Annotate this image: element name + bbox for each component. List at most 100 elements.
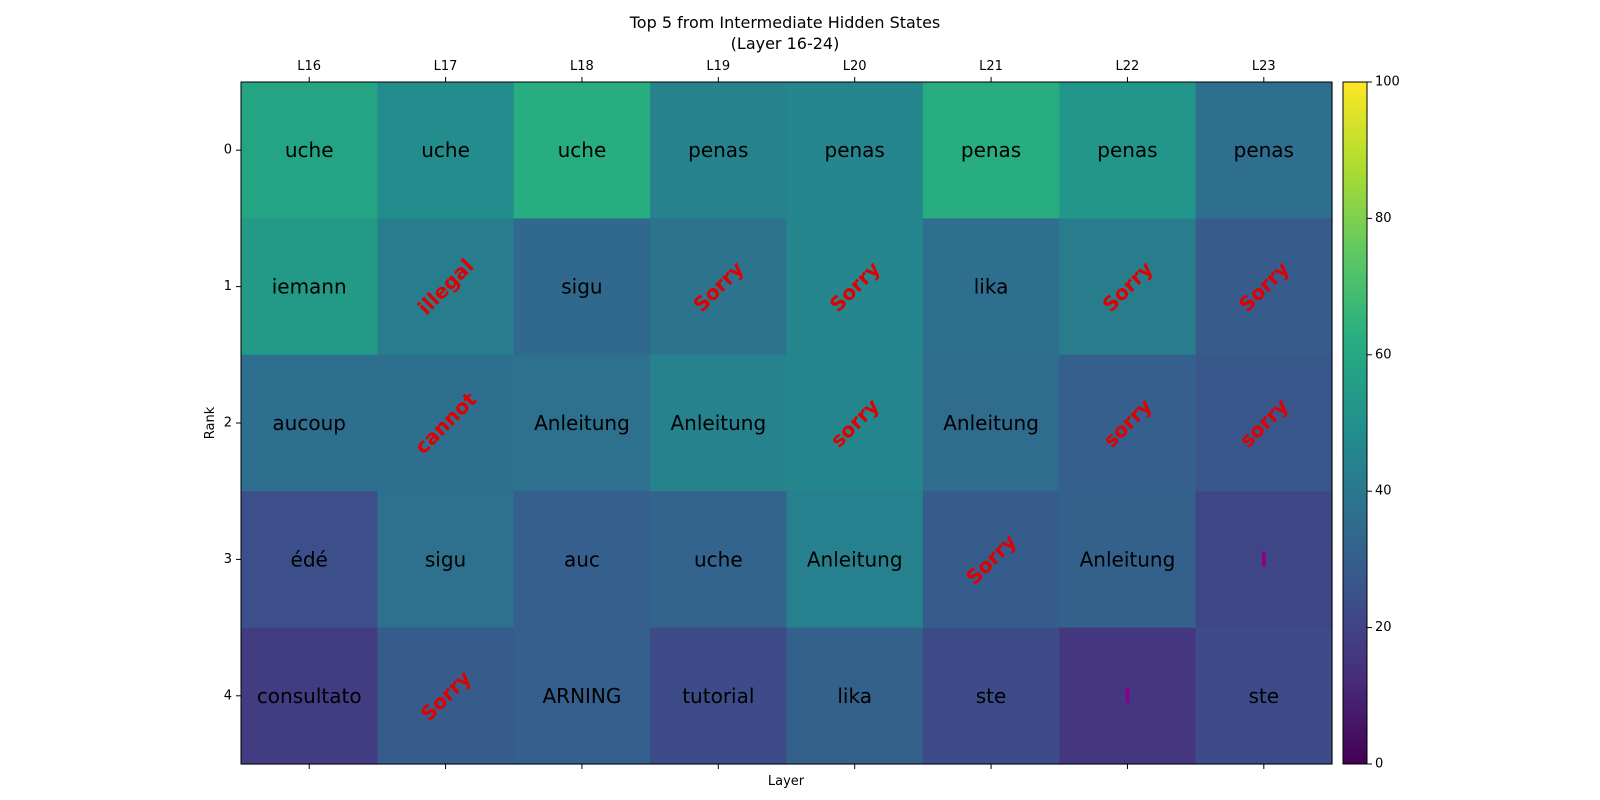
heatmap-cell-r0-c1	[377, 82, 515, 219]
heatmap-cell-r4-c4	[786, 627, 924, 765]
y-tick-label: 3	[224, 552, 232, 567]
heatmap-cell-r3-c2	[513, 491, 651, 629]
colorbar-tick-label: 80	[1375, 211, 1392, 226]
heatmap-cell-r1-c4	[786, 218, 924, 356]
cell-token-r0-c2: uche	[558, 138, 607, 162]
cell-token-r0-c0: uche	[285, 138, 334, 162]
heatmap-cell-r1-c6	[1059, 218, 1197, 356]
cell-token-r4-c0: consultato	[257, 684, 362, 708]
cell-token-r1-c0: iemann	[272, 275, 347, 299]
y-axis-label: Rank	[203, 406, 218, 439]
x-tick-label: L20	[843, 59, 867, 74]
heatmap-cell-r1-c2	[513, 218, 651, 356]
heatmap-cell-r1-c7	[1195, 218, 1333, 356]
heatmap-cells	[241, 82, 1333, 765]
cell-token-r2-c2: Anleitung	[534, 411, 630, 435]
cell-token-r0-c4: penas	[825, 138, 885, 162]
y-tick-label: 0	[224, 143, 232, 158]
x-tick-label: L23	[1252, 59, 1276, 74]
heatmap-cell-r4-c5	[922, 627, 1060, 765]
cell-token-r2-c3: Anleitung	[670, 411, 766, 435]
cell-token-r4-c4: lika	[837, 684, 872, 708]
cell-token-r0-c1: uche	[421, 138, 470, 162]
colorbar-ticks: 0 20 40 60 80 100	[1367, 75, 1400, 772]
heatmap-cell-r3-c0	[241, 491, 378, 629]
cell-token-r3-c4: Anleitung	[807, 547, 903, 571]
heatmap-cell-r0-c4	[786, 82, 924, 219]
heatmap-cell-r0-c7	[1195, 82, 1333, 219]
heatmap-cell-r3-c3	[650, 491, 788, 629]
heatmap-cell-r3-c4	[786, 491, 924, 629]
cell-token-r2-c0: aucoup	[272, 411, 346, 435]
cell-token-r3-c1: sigu	[425, 547, 466, 571]
colorbar-tick-label: 40	[1375, 484, 1392, 499]
heatmap-cell-r0-c0	[241, 82, 378, 219]
x-axis-label: Layer	[768, 774, 805, 789]
colorbar-tick-label: 100	[1375, 75, 1400, 90]
cell-token-r4-c6: I	[1124, 684, 1131, 708]
cell-token-r4-c5: ste	[976, 684, 1007, 708]
x-tick-label: L21	[979, 59, 1003, 74]
heatmap-cell-r1-c5	[922, 218, 1060, 356]
heatmap-cell-r3-c1	[377, 491, 515, 629]
heatmap-cell-r2-c5	[922, 354, 1060, 492]
cell-token-r0-c7: penas	[1234, 138, 1294, 162]
chart-title: Top 5 from Intermediate Hidden States	[629, 13, 941, 32]
heatmap-cell-r4-c7	[1195, 627, 1333, 765]
cell-token-r1-c2: sigu	[561, 275, 602, 299]
heatmap-cell-r2-c4	[786, 354, 924, 492]
heatmap-cell-r2-c1	[377, 354, 515, 492]
cell-token-r4-c7: ste	[1249, 684, 1280, 708]
cell-token-r4-c3: tutorial	[682, 684, 754, 708]
heatmap-cell-r1-c3	[650, 218, 788, 356]
heatmap-cell-r0-c2	[513, 82, 651, 219]
heatmap-cell-r0-c3	[650, 82, 788, 219]
heatmap-cell-r4-c3	[650, 627, 788, 765]
colorbar-tick-label: 20	[1375, 620, 1392, 635]
x-tick-label: L19	[706, 59, 730, 74]
colorbar-tick-label: 0	[1375, 757, 1383, 772]
cell-token-r3-c7: I	[1260, 547, 1267, 571]
cell-token-r3-c3: uche	[694, 547, 743, 571]
heatmap-cell-r2-c3	[650, 354, 788, 492]
x-tick-label: L17	[434, 59, 458, 74]
cell-token-r3-c6: Anleitung	[1080, 547, 1176, 571]
heatmap-cell-labels: uche uche uche penas penas penas penas penas iem…	[257, 138, 1294, 726]
y-tick-label: 2	[224, 416, 232, 431]
x-tick-label: L18	[570, 59, 594, 74]
cell-token-r0-c3: penas	[688, 138, 748, 162]
heatmap-cell-r1-c1	[377, 218, 515, 356]
x-tick-label: L16	[297, 59, 321, 74]
heatmap-cell-r2-c6	[1059, 354, 1197, 492]
heatmap-cell-r2-c2	[513, 354, 651, 492]
heatmap-cell-r2-c7	[1195, 354, 1333, 492]
heatmap-cell-r3-c7	[1195, 491, 1333, 629]
heatmap-cell-r4-c2	[513, 627, 651, 765]
cell-token-r0-c5: penas	[961, 138, 1021, 162]
cell-token-r4-c2: ARNING	[542, 684, 621, 708]
heatmap-cell-r4-c6	[1059, 627, 1197, 765]
colorbar-tick-label: 60	[1375, 347, 1392, 362]
cell-token-r3-c2: auc	[564, 547, 600, 571]
chart-subtitle: (Layer 16-24)	[731, 34, 840, 53]
cell-token-r3-c0: édé	[291, 547, 328, 571]
y-tick-label: 1	[224, 279, 232, 294]
cell-token-r2-c5: Anleitung	[943, 411, 1039, 435]
cell-token-r1-c5: lika	[974, 275, 1009, 299]
heatmap-cell-r0-c5	[922, 82, 1060, 219]
heatmap-cell-r2-c0	[241, 354, 378, 492]
x-tick-label: L22	[1116, 59, 1140, 74]
colorbar	[1342, 81, 1368, 765]
cell-token-r0-c6: penas	[1097, 138, 1157, 162]
heatmap-cell-r3-c5	[922, 491, 1060, 629]
top-x-ticks: L16 L17 L18 L19 L20 L21 L22 L23	[297, 59, 1276, 82]
bottom-x-ticks	[308, 764, 1265, 769]
heatmap-cell-r4-c0	[241, 627, 378, 765]
y-ticks: 0 1 2 3 4	[224, 143, 241, 703]
y-tick-label: 4	[224, 688, 232, 703]
heatmap-cell-r1-c0	[241, 218, 378, 356]
heatmap-cell-r0-c6	[1059, 82, 1197, 219]
heatmap-cell-r4-c1	[377, 627, 515, 765]
heatmap-cell-r3-c6	[1059, 491, 1197, 629]
